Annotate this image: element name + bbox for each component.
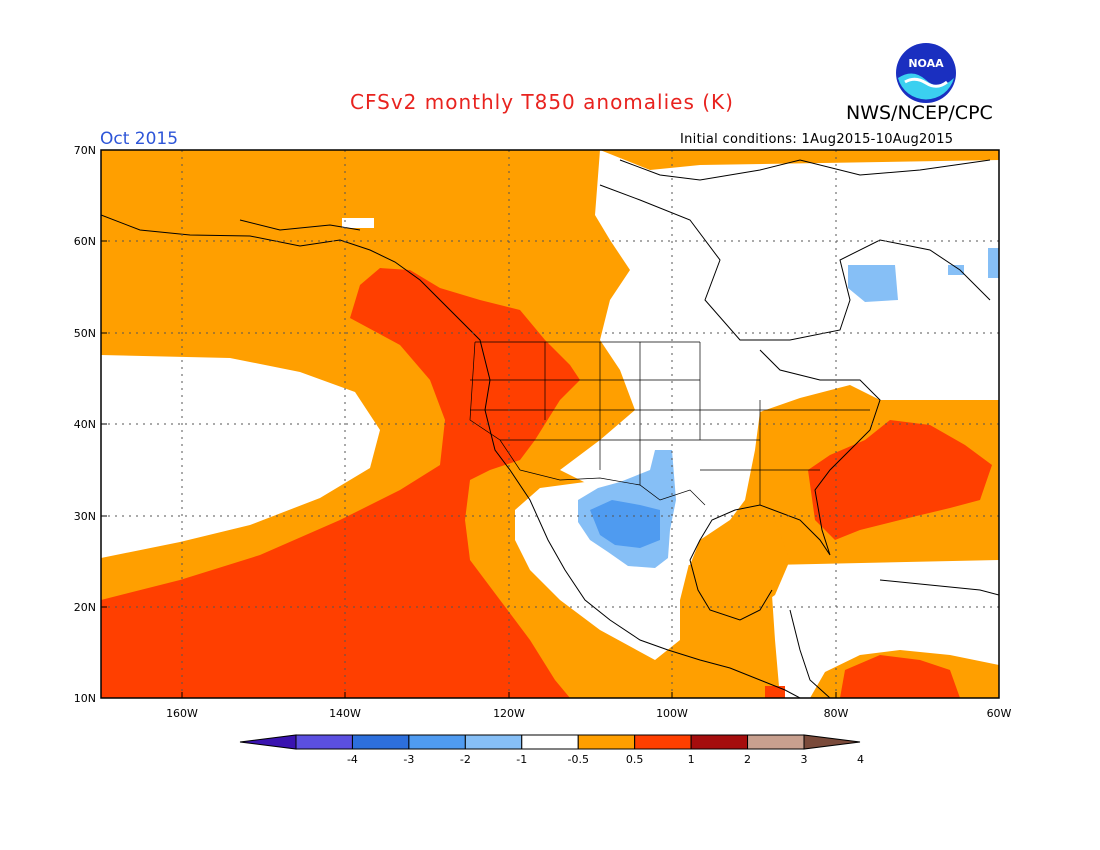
colorbar-box (464, 734, 523, 750)
anomaly-region-blue-core (590, 500, 660, 548)
lat-label: 30N (74, 510, 96, 523)
coastlines (101, 159, 999, 698)
colorbar-label: -3 (403, 753, 414, 766)
map-title: CFSv2 monthly T850 anomalies (K) (350, 90, 734, 114)
colorbar-box (634, 734, 692, 750)
colorbar-end-low (239, 734, 297, 750)
lon-label: 100W (656, 707, 688, 720)
longitude-labels: 160W 140W 120W 100W 80W 60W (166, 707, 1011, 720)
colorbar-label: -2 (460, 753, 471, 766)
anomaly-region-red-atlantic (808, 420, 992, 540)
anomaly-region-red-patch (765, 686, 785, 698)
lat-label: 60N (74, 235, 96, 248)
anomaly-region-red-south (840, 655, 960, 698)
initial-conditions-label: Initial conditions: 1Aug2015-10Aug2015 (680, 132, 954, 147)
colorbar-label: 4 (857, 753, 864, 766)
lon-label: 80W (824, 707, 849, 720)
colorbar-label: 3 (801, 753, 808, 766)
lon-label: 60W (987, 707, 1012, 720)
colorbar-box (747, 734, 805, 750)
colorbar-label: -1 (516, 753, 527, 766)
lon-label: 160W (166, 707, 198, 720)
colorbar-label: -4 (347, 753, 358, 766)
agency-label: NWS/NCEP/CPC (846, 102, 993, 124)
forecast-period-label: Oct 2015 (100, 129, 179, 149)
colorbar-box (577, 734, 636, 750)
lat-label: 20N (74, 601, 96, 614)
anomaly-region-red-pacific (101, 268, 580, 698)
colorbar-end-high (803, 734, 861, 750)
lon-label: 120W (493, 707, 525, 720)
anomaly-region-white-pacific (101, 355, 380, 558)
anomaly-region-blue-patch (948, 265, 964, 275)
state-borders (469, 341, 870, 506)
axis-ticks (101, 149, 1000, 699)
anomaly-region-orange-gulf (700, 520, 790, 630)
colorbar-label: -0.5 (567, 753, 588, 766)
noaa-logo-text: NOAA (908, 57, 944, 70)
colorbar-label: 1 (688, 753, 695, 766)
graticule (101, 150, 999, 698)
anomaly-region-blue-edge (988, 248, 999, 278)
lon-label: 140W (329, 707, 361, 720)
anomaly-region-white-patch (342, 218, 374, 228)
colorbar-label: 2 (744, 753, 751, 766)
colorbar-box (690, 734, 749, 750)
colorbar-box (351, 734, 410, 750)
colorbar-box (408, 734, 466, 750)
colorbar-label: 0.5 (626, 753, 644, 766)
colorbar-box (295, 734, 353, 750)
anomaly-region-white-caribbean (770, 560, 999, 698)
lat-label: 10N (74, 692, 96, 705)
anomaly-region-blue-hudson (848, 265, 898, 302)
noaa-logo-icon: NOAA (896, 43, 956, 103)
lat-label: 70N (74, 144, 96, 157)
colorbar-box (521, 734, 579, 750)
latitude-labels: 70N 60N 50N 40N 30N 20N 10N (74, 144, 96, 705)
lat-label: 50N (74, 327, 96, 340)
colorbar: -4 -3 -2 -1 -0.5 0.5 1 2 3 4 (239, 734, 864, 766)
lat-label: 40N (74, 418, 96, 431)
